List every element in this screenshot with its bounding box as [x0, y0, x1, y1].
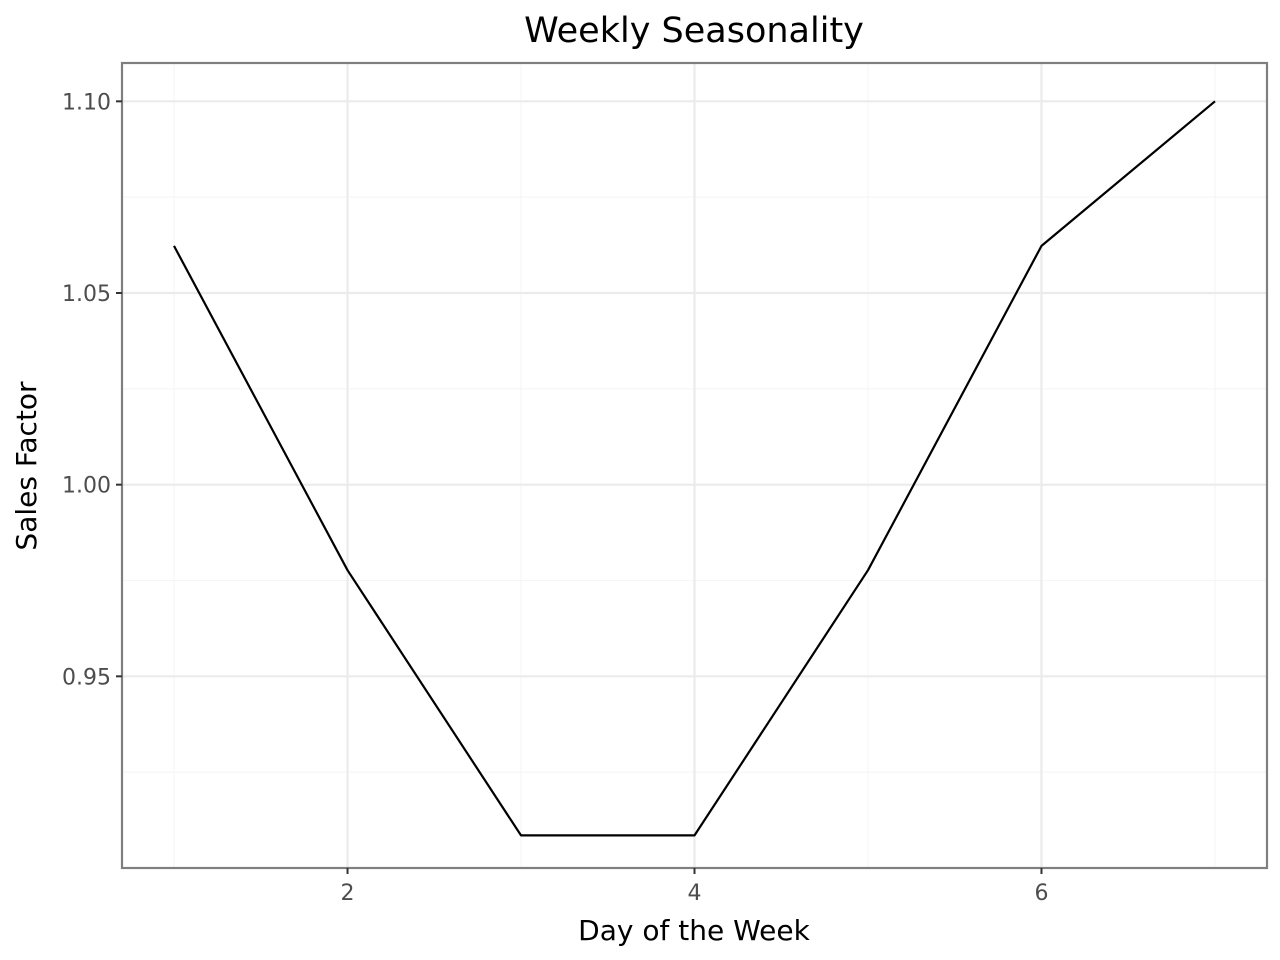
- y-tick-label: 1.05: [62, 282, 111, 307]
- y-tick-label: 1.00: [62, 474, 111, 499]
- y-tick-label: 0.95: [62, 665, 111, 690]
- y-axis-title: Sales Factor: [10, 381, 43, 551]
- major-gridlines: [122, 63, 1267, 868]
- series-line: [173, 100, 1216, 837]
- y-axis: 0.95 1.00 1.05 1.10: [62, 90, 122, 690]
- x-axis: 2 4 6: [341, 868, 1048, 906]
- x-tick-label: 6: [1034, 881, 1048, 906]
- x-tick-label: 4: [688, 881, 702, 906]
- y-tick-label: 1.10: [62, 90, 111, 115]
- x-axis-title: Day of the Week: [578, 914, 810, 947]
- x-tick-label: 2: [341, 881, 355, 906]
- series-layer: [173, 100, 1216, 837]
- chart-title: Weekly Seasonality: [524, 11, 864, 51]
